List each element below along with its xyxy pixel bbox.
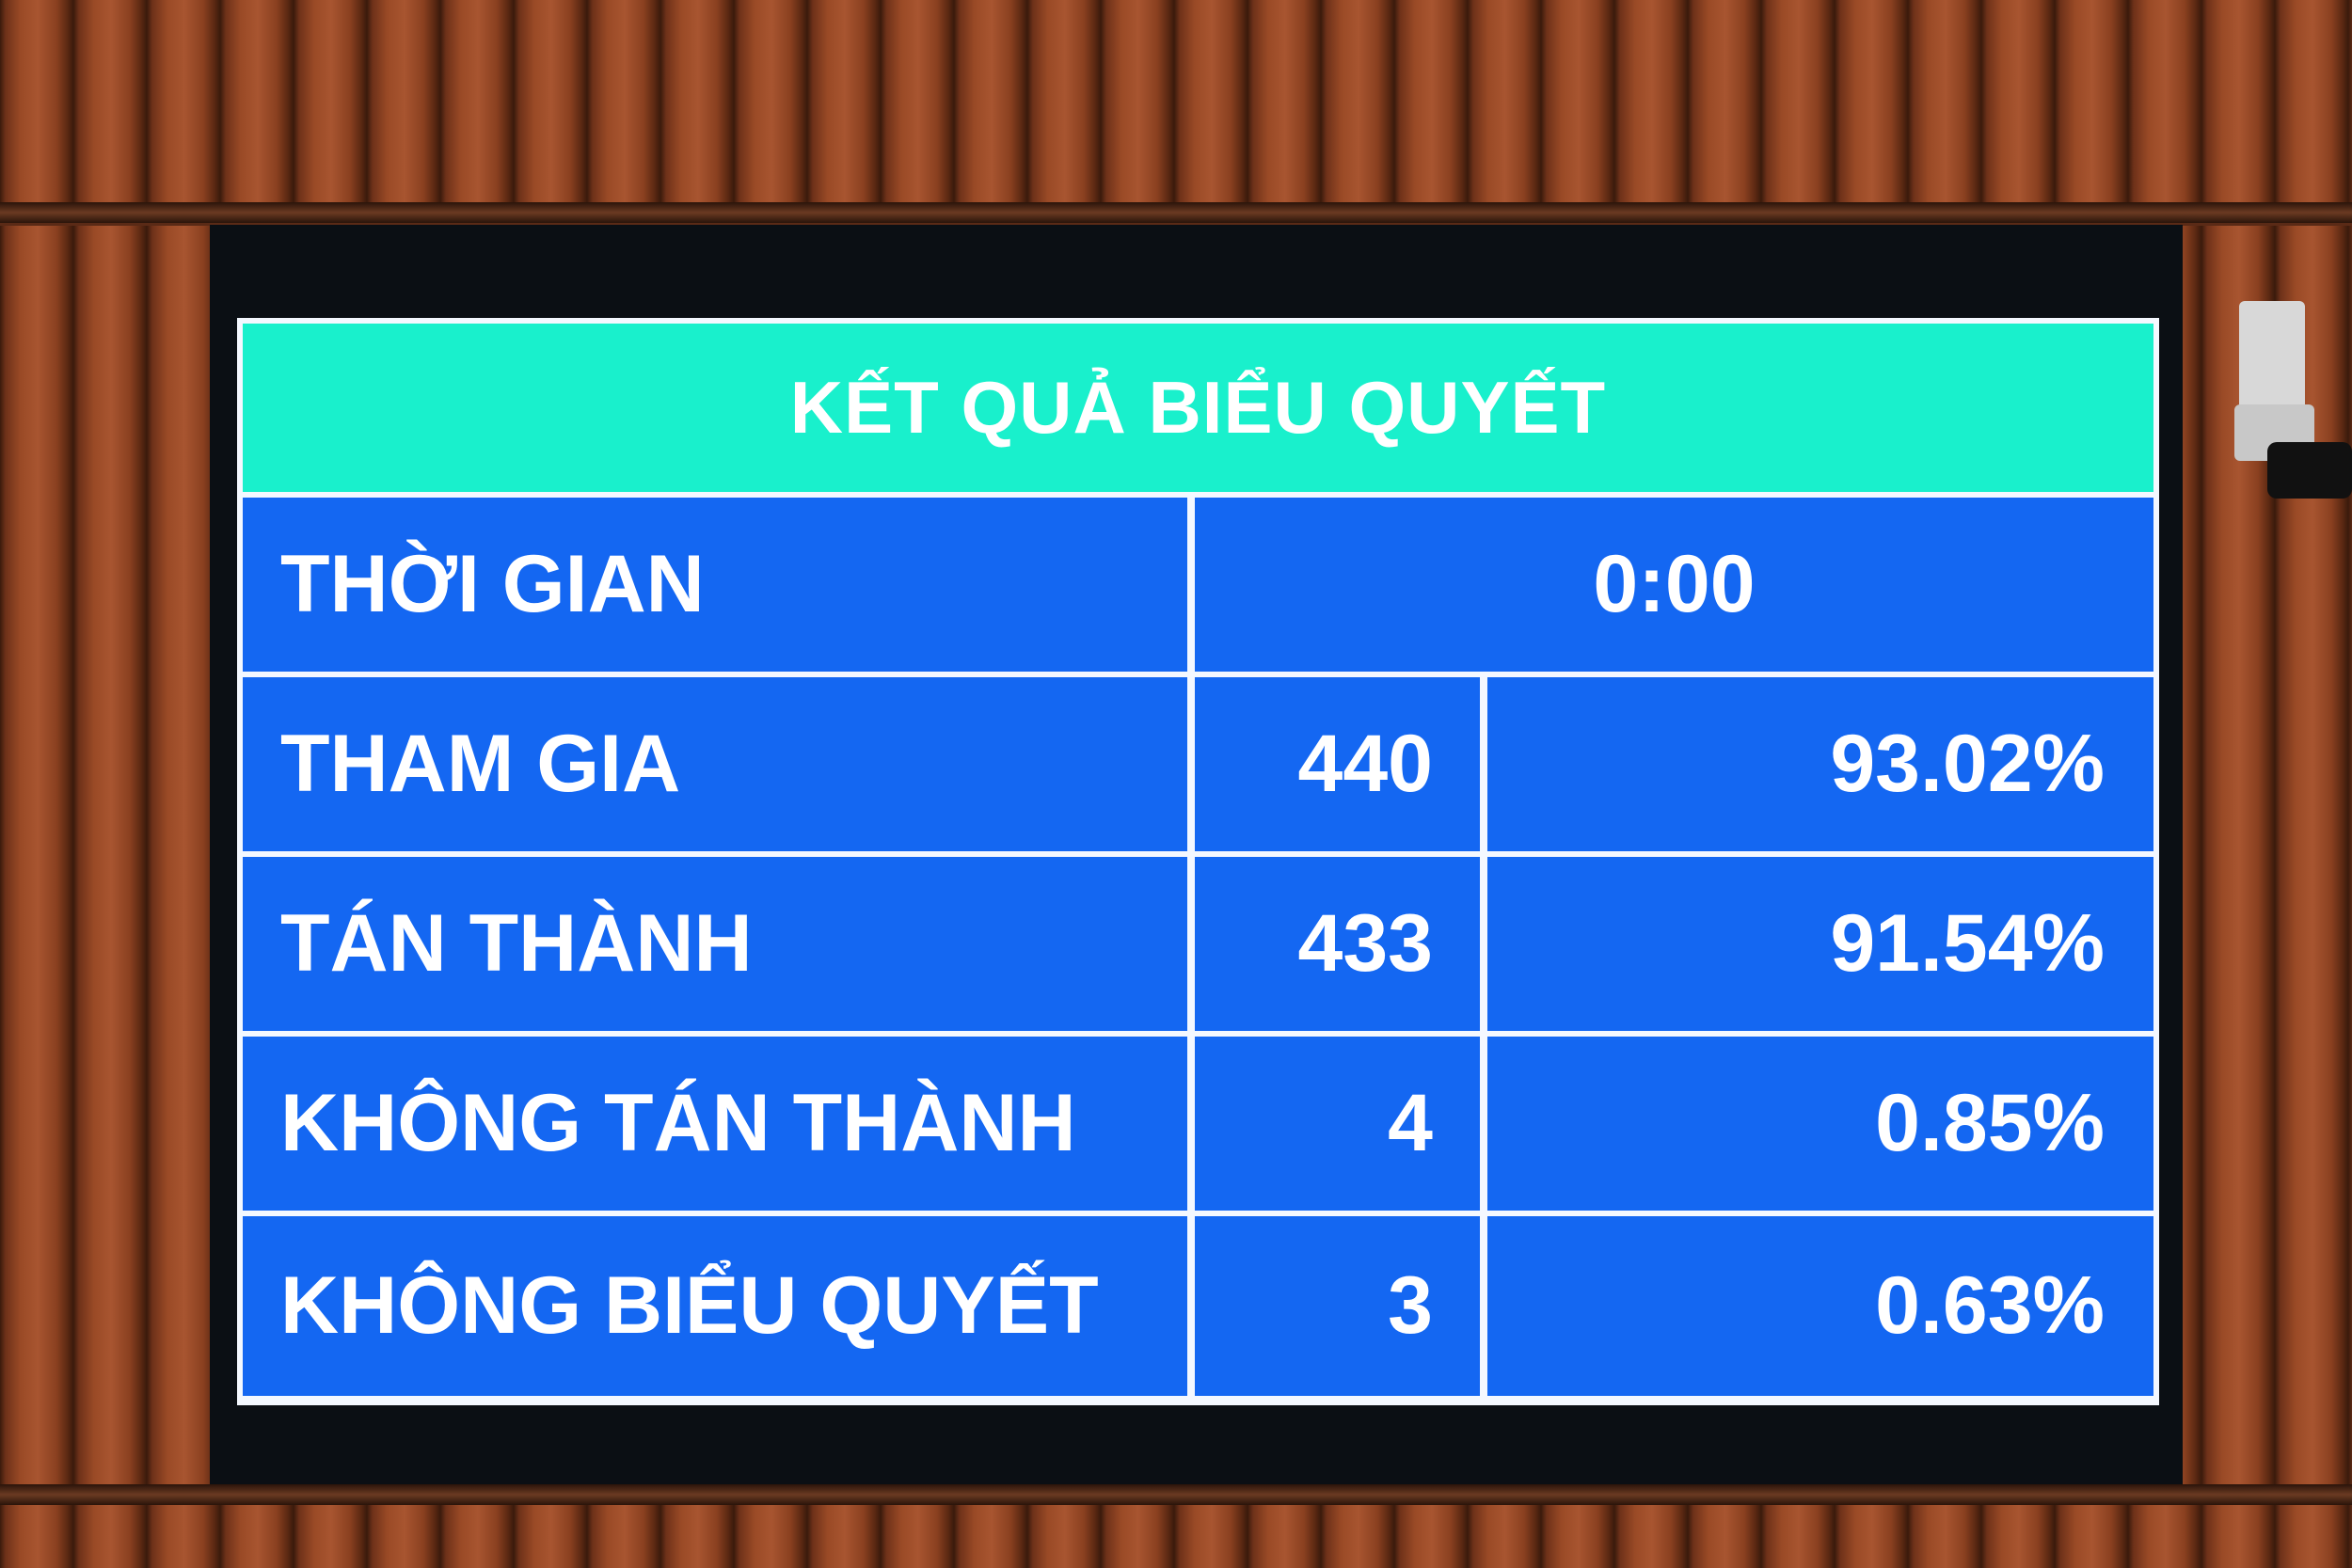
- time-value: 0:00: [1195, 498, 2153, 672]
- time-label: THỜI GIAN: [243, 498, 1187, 672]
- wood-beam: [0, 1484, 2352, 1505]
- row-percent: 91.54%: [1487, 857, 2153, 1031]
- row-label: THAM GIA: [243, 677, 1187, 851]
- row-label: KHÔNG BIỂU QUYẾT: [243, 1216, 1187, 1396]
- row-percent: 0.85%: [1487, 1037, 2153, 1211]
- row-label: TÁN THÀNH: [243, 857, 1187, 1031]
- result-row: TÁN THÀNH 433 91.54%: [243, 857, 2153, 1031]
- result-row: KHÔNG BIỂU QUYẾT 3 0.63%: [243, 1216, 2153, 1396]
- row-label: KHÔNG TÁN THÀNH: [243, 1037, 1187, 1211]
- time-row: THỜI GIAN 0:00: [243, 498, 2153, 672]
- result-row: THAM GIA 440 93.02%: [243, 677, 2153, 851]
- row-percent: 0.63%: [1487, 1216, 2153, 1396]
- row-count: 4: [1195, 1037, 1480, 1211]
- security-camera-icon: [2234, 301, 2352, 499]
- row-count: 3: [1195, 1216, 1480, 1396]
- result-row: KHÔNG TÁN THÀNH 4 0.85%: [243, 1037, 2153, 1211]
- board-title: KẾT QUẢ BIỂU QUYẾT: [243, 324, 2153, 492]
- wood-beam: [0, 202, 2352, 223]
- vote-result-board: KẾT QUẢ BIỂU QUYẾT THỜI GIAN 0:00 THAM G…: [237, 318, 2159, 1405]
- row-count: 433: [1195, 857, 1480, 1031]
- row-percent: 93.02%: [1487, 677, 2153, 851]
- wood-panel-top: [0, 0, 2352, 202]
- wood-panel-bottom: [0, 1505, 2352, 1568]
- row-count: 440: [1195, 677, 1480, 851]
